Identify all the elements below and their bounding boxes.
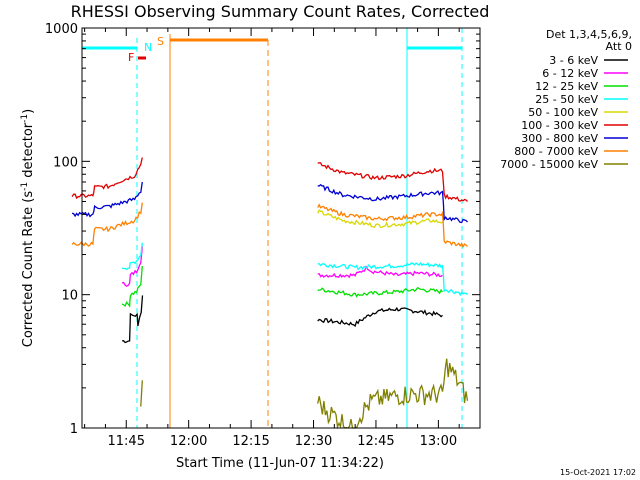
footer-timestamp: 15-Oct-2021 17:02 xyxy=(560,468,636,477)
legend-entry-label: 50 - 100 keV xyxy=(528,106,598,119)
x-tick-label: 13:00 xyxy=(420,434,457,449)
y-axis: 1 10 100 1000 xyxy=(45,22,480,437)
series-line-8 xyxy=(71,202,468,249)
y-tick-label: 10 xyxy=(61,289,78,304)
x-tick-label: 12:30 xyxy=(295,434,332,449)
y-axis-label-mid: detector xyxy=(21,122,36,182)
legend-entry-label: 7000 - 15000 keV xyxy=(500,158,598,171)
y-tick-label: 1 xyxy=(70,422,78,437)
series-line-4 xyxy=(121,242,468,297)
series-line-9 xyxy=(140,358,469,430)
legend-header: Att 0 xyxy=(606,40,632,53)
saa-flag-label: S xyxy=(157,35,164,48)
legend-entry-label: 100 - 300 keV xyxy=(521,119,598,132)
chart-title: RHESSI Observing Summary Count Rates, Co… xyxy=(71,2,490,21)
x-tick-label: 12:45 xyxy=(357,434,394,449)
y-axis-label-base: Corrected Count Rate (s xyxy=(21,191,36,348)
x-tick-label: 11:45 xyxy=(108,434,145,449)
y-axis-label-end: ) xyxy=(21,109,36,114)
series-line-6 xyxy=(71,157,468,202)
x-tick-label: 12:00 xyxy=(170,434,207,449)
series-line-1 xyxy=(122,295,443,344)
y-axis-label-sup1: -1 xyxy=(20,182,30,191)
x-axis: 11:45 12:00 12:15 12:30 12:45 13:00 xyxy=(84,28,481,449)
legend-header: Det 1,3,4,5,6,9, xyxy=(546,28,632,41)
series-line-5 xyxy=(317,209,443,229)
series-line-3 xyxy=(121,266,444,308)
legend-entry-label: 800 - 7000 keV xyxy=(514,145,598,158)
y-axis-label: Corrected Count Rate (s-1 detector-1) xyxy=(20,109,36,347)
flare-flag-label: F xyxy=(128,51,134,64)
y-tick-label: 100 xyxy=(53,155,78,170)
legend-entry-label: 25 - 50 keV xyxy=(535,93,598,106)
x-axis-label: Start Time (11-Jun-07 11:34:22) xyxy=(176,456,384,471)
series-line-7 xyxy=(71,181,468,224)
plot-area: FN S xyxy=(71,28,469,430)
series-line-2 xyxy=(121,246,443,287)
legend-entry-label: 6 - 12 keV xyxy=(542,67,598,80)
y-axis-label-sup2: -1 xyxy=(20,114,30,123)
legend-entry-label: 3 - 6 keV xyxy=(549,54,598,67)
night-flag-label: N xyxy=(144,41,152,54)
x-tick-label: 12:15 xyxy=(232,434,269,449)
legend-entry-label: 12 - 25 keV xyxy=(535,80,598,93)
legend-entry-label: 300 - 800 keV xyxy=(521,132,598,145)
plot-frame xyxy=(81,27,481,429)
y-tick-label: 1000 xyxy=(45,22,78,37)
